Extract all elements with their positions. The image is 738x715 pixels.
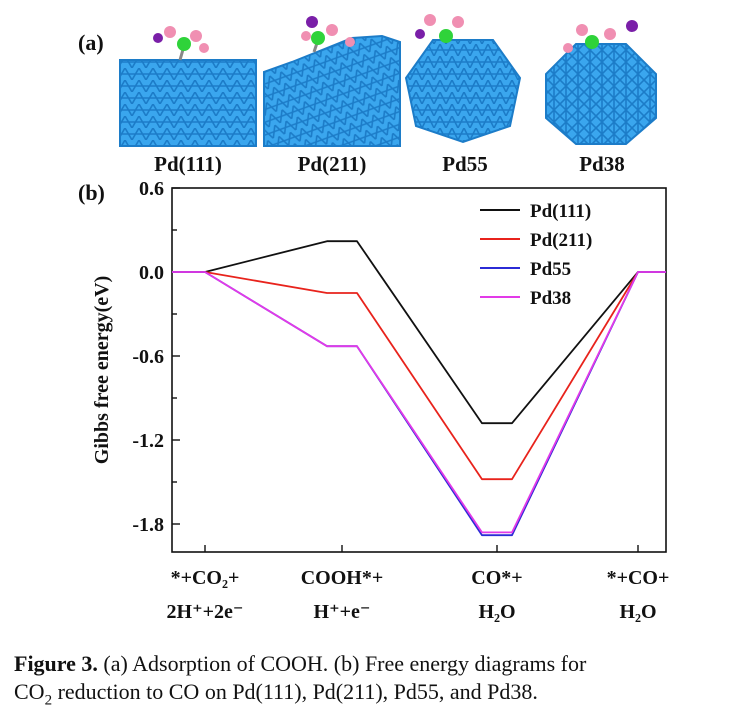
legend-label: Pd(211)	[530, 230, 592, 251]
pd38-cluster-image	[545, 20, 657, 145]
caption-line-1: Figure 3. (a) Adsorption of COOH. (b) Fr…	[14, 650, 729, 678]
series-line-pd111	[172, 240, 666, 425]
pd211-slab-image	[263, 16, 401, 147]
y-tick-label: 0.6	[139, 178, 164, 200]
panel-a-letter: (a)	[78, 30, 104, 55]
legend-label: Pd(111)	[530, 201, 591, 222]
x-category-label-line2: H₂O	[619, 601, 656, 623]
caption-line1-text: (a) Adsorption of COOH. (b) Free energy …	[103, 651, 587, 676]
x-category-label-line2: H⁺+e⁻	[314, 601, 371, 623]
caption-line2-pre: CO	[14, 679, 45, 704]
y-axis-label: Gibbs free energy(eV)	[91, 276, 113, 464]
series-line-pd38	[172, 271, 666, 534]
x-category-label-line1: COOH*+	[301, 567, 384, 589]
x-category-label-line2: H₂O	[478, 601, 515, 623]
y-tick-label: -0.6	[132, 346, 164, 368]
legend-label: Pd55	[530, 259, 571, 280]
pd111-image-label: Pd(111)	[154, 152, 222, 176]
panel-b-letter: (b)	[78, 180, 105, 205]
pd38-image-label: Pd38	[579, 152, 625, 176]
plot-frame	[171, 187, 667, 553]
pd55-image-label: Pd55	[442, 152, 488, 176]
pd111-slab-image	[119, 26, 257, 147]
series-line-pd55	[172, 271, 666, 537]
y-tick-label: 0.0	[139, 262, 164, 284]
caption-line2-post: reduction to CO on Pd(111), Pd(211), Pd5…	[52, 679, 538, 704]
x-category-label-line2: 2H⁺+2e⁻	[167, 601, 244, 623]
x-category-label-line1: *+CO+	[607, 567, 670, 589]
pd55-cluster-image	[404, 14, 522, 144]
series-line-pd211	[172, 271, 666, 481]
x-category-label-line1: *+CO₂+	[171, 567, 240, 589]
y-tick-label: -1.2	[132, 430, 164, 452]
y-tick-label: -1.8	[132, 514, 164, 536]
free-energy-chart: 0.6 0.0 -0.6 -1.2 -1.8 Gibbs free energy(eV) *…	[91, 178, 670, 623]
caption-line-2: CO2 reduction to CO on Pd(111), Pd(211),…	[14, 678, 729, 714]
caption-lead: Figure 3.	[14, 651, 98, 676]
caption-line2-sub: 2	[44, 692, 53, 709]
figure-caption: Figure 3. (a) Adsorption of COOH. (b) Fr…	[14, 650, 729, 714]
legend-label: Pd38	[530, 288, 571, 309]
pd211-image-label: Pd(211)	[297, 152, 367, 176]
x-category-label-line1: CO*+	[471, 567, 522, 589]
